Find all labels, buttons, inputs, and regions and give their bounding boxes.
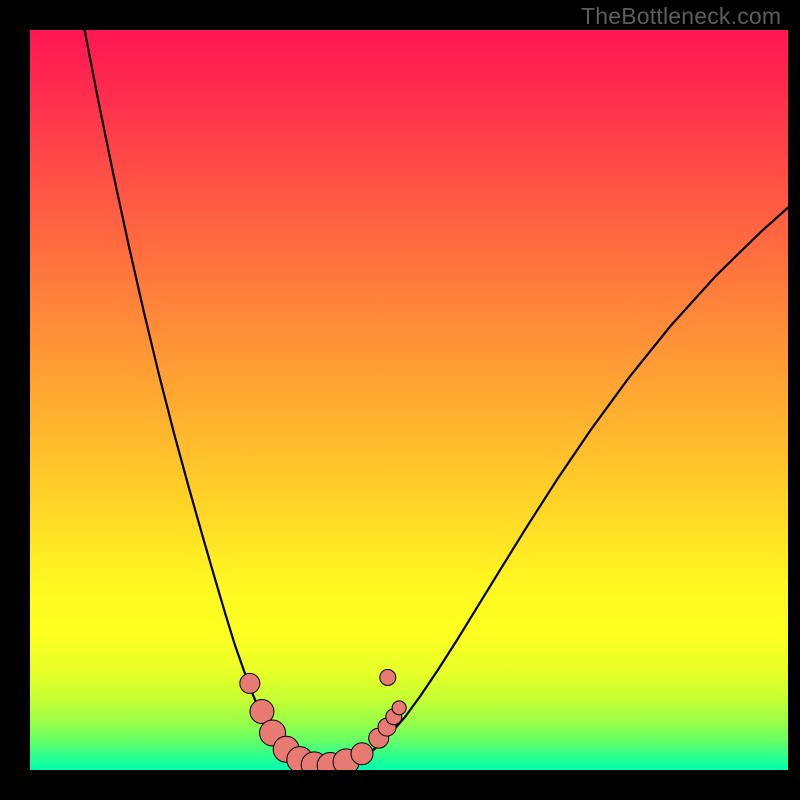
chart-frame: TheBottleneck.com bbox=[0, 0, 800, 800]
chart-overlay bbox=[30, 30, 788, 770]
bottleneck-curve bbox=[85, 30, 788, 767]
watermark-text: TheBottleneck.com bbox=[581, 3, 781, 30]
data-marker bbox=[240, 673, 260, 693]
data-marker bbox=[351, 743, 373, 765]
data-marker bbox=[392, 701, 406, 715]
data-marker bbox=[380, 670, 396, 686]
plot-area bbox=[30, 30, 788, 770]
